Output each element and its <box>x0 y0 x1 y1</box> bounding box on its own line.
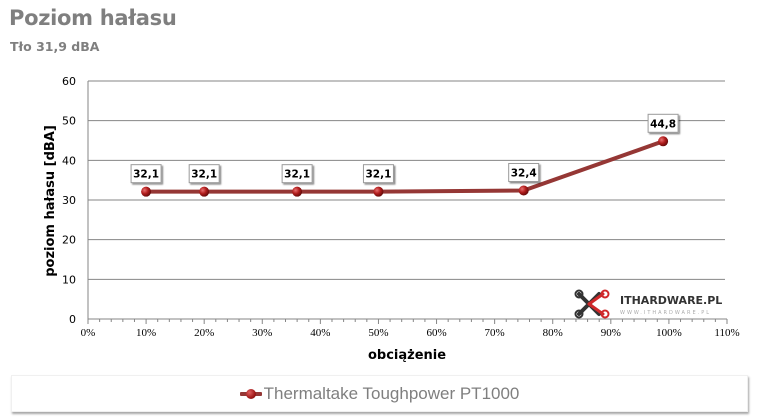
data-point-marker <box>292 186 303 197</box>
data-point-marker <box>141 186 152 197</box>
svg-text:32,1: 32,1 <box>133 169 159 181</box>
x-tick-label: 30% <box>252 327 272 339</box>
x-tick-label: 110% <box>714 327 739 339</box>
y-tick-label: 60 <box>62 75 76 88</box>
svg-text:32,4: 32,4 <box>511 167 537 179</box>
x-tick-label: 20% <box>194 327 214 339</box>
data-label: 32,1 <box>281 164 313 184</box>
watermark-url: WWW.ITHARDWARE.PL <box>620 310 711 316</box>
logo-icon <box>574 289 610 319</box>
y-axis-label: poziom hałasu [dBA] <box>43 125 58 277</box>
data-label: 32,1 <box>130 164 162 184</box>
data-point-marker <box>518 185 529 196</box>
data-point-marker <box>199 186 210 197</box>
watermark-logo: ITHARDWARE.PL WWW.ITHARDWARE.PL <box>574 289 722 319</box>
data-label: 32,4 <box>508 162 540 182</box>
y-tick-label: 10 <box>62 273 76 286</box>
svg-text:44,8: 44,8 <box>650 118 676 130</box>
chart-title: Poziom hałasu <box>9 6 177 30</box>
y-axis-ticks: 0 10 20 30 40 50 60 <box>62 75 76 326</box>
data-label: 44,8 <box>647 113 679 133</box>
gridlines <box>88 80 725 280</box>
y-tick-label: 0 <box>69 313 76 326</box>
svg-text:32,1: 32,1 <box>284 169 310 181</box>
svg-text:32,1: 32,1 <box>191 169 217 181</box>
x-tick-label: 50% <box>368 327 388 339</box>
legend-series-label: Thermaltake Toughpower PT1000 <box>263 383 520 403</box>
x-axis-label: obciążenie <box>368 348 446 363</box>
svg-text:32,1: 32,1 <box>365 169 391 181</box>
data-label: 32,1 <box>188 164 220 184</box>
series-line <box>146 139 664 194</box>
y-tick-label: 40 <box>62 154 76 167</box>
data-point-marker <box>658 136 669 147</box>
x-tick-label: 60% <box>426 327 446 339</box>
data-series <box>141 136 669 197</box>
x-tick-label: 0% <box>81 327 96 339</box>
x-tick-label: 100% <box>656 327 682 339</box>
axes <box>87 81 727 320</box>
watermark-brand: ITHARDWARE.PL <box>620 294 722 307</box>
legend: Thermaltake Toughpower PT1000 <box>11 375 748 412</box>
y-tick-label: 50 <box>62 115 76 128</box>
x-tick-label: 90% <box>601 327 621 339</box>
legend-series-marker-icon <box>239 388 262 399</box>
data-point-marker <box>373 186 384 197</box>
x-tick-label: 80% <box>543 327 563 339</box>
y-tick-label: 20 <box>62 234 76 247</box>
x-axis-ticks: 0% 10% 20% 30% 40% 50% 60% 70% 80% 90% 100% 110% <box>81 319 740 339</box>
x-tick-label: 40% <box>310 327 330 339</box>
data-label: 32,1 <box>362 164 394 184</box>
x-tick-label: 70% <box>485 327 505 339</box>
x-tick-label: 10% <box>136 327 156 339</box>
data-labels: 32,1 32,1 32,1 32,1 32,4 44,8 <box>130 113 679 184</box>
y-tick-label: 30 <box>62 194 76 207</box>
chart-subtitle: Tło 31,9 dBA <box>10 39 100 54</box>
